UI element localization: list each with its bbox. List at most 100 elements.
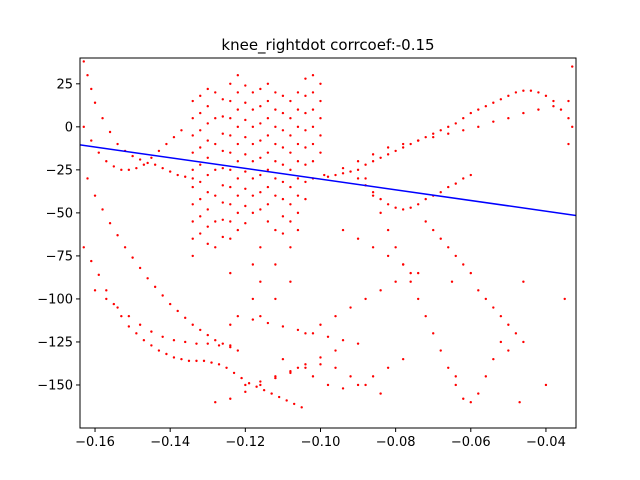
data-point — [127, 168, 131, 172]
data-point — [251, 91, 255, 94]
data-point — [401, 142, 405, 146]
data-point — [259, 104, 262, 108]
data-point — [180, 357, 183, 361]
data-point — [296, 91, 300, 94]
data-point — [244, 204, 247, 208]
scatter-points — [82, 60, 574, 409]
data-point — [349, 306, 352, 309]
data-point — [507, 323, 510, 326]
data-point — [274, 142, 277, 146]
data-point — [153, 163, 157, 166]
data-point — [229, 220, 232, 223]
data-point — [135, 332, 138, 335]
data-point — [191, 185, 194, 189]
data-point — [319, 363, 322, 366]
data-point — [281, 146, 285, 149]
data-point — [199, 197, 202, 201]
data-point — [172, 135, 176, 139]
data-point — [266, 321, 270, 325]
data-point — [300, 406, 303, 409]
data-point — [161, 294, 164, 297]
data-point — [439, 237, 442, 240]
data-point — [386, 203, 390, 206]
data-point — [202, 359, 206, 363]
data-point — [424, 220, 427, 223]
y-tick-label: −100 — [37, 292, 73, 307]
data-point — [157, 149, 161, 153]
data-point — [319, 151, 322, 154]
data-point — [266, 203, 270, 206]
data-point — [146, 277, 149, 280]
data-point — [319, 323, 322, 326]
data-point — [432, 332, 435, 335]
x-tick-label: −0.14 — [150, 435, 190, 450]
data-point — [416, 139, 420, 142]
data-point — [432, 135, 435, 139]
data-point — [191, 220, 194, 223]
data-point — [259, 156, 262, 160]
data-point — [251, 125, 255, 129]
data-point — [150, 330, 153, 333]
data-point — [251, 318, 255, 321]
data-point — [492, 357, 495, 361]
data-point — [319, 134, 322, 137]
data-point — [90, 87, 93, 91]
data-point — [507, 117, 510, 120]
data-point — [311, 91, 315, 94]
data-point — [221, 166, 224, 170]
y-tick-label: −50 — [46, 206, 73, 221]
data-point — [289, 203, 292, 206]
data-point — [386, 153, 390, 156]
data-point — [289, 220, 292, 223]
data-point — [206, 139, 209, 142]
data-point — [236, 177, 240, 180]
data-point — [165, 352, 168, 356]
data-point — [229, 397, 232, 400]
data-point — [311, 74, 315, 77]
x-tick-label: −0.04 — [526, 435, 566, 450]
data-point — [191, 254, 194, 258]
data-point — [567, 142, 570, 146]
data-point — [285, 399, 288, 402]
data-point — [184, 316, 187, 320]
data-point — [206, 122, 209, 125]
data-point — [199, 180, 202, 184]
data-point — [255, 385, 258, 388]
data-point — [296, 108, 300, 111]
data-point — [266, 134, 270, 137]
data-point — [116, 142, 119, 146]
data-point — [191, 203, 194, 206]
x-tick-label: −0.10 — [301, 435, 341, 450]
data-point — [341, 172, 345, 175]
data-point — [424, 314, 427, 318]
data-point — [447, 366, 450, 369]
data-point — [296, 366, 300, 369]
data-point — [356, 342, 360, 345]
data-point — [244, 187, 247, 190]
data-point — [334, 349, 337, 352]
data-point — [120, 314, 123, 318]
data-point — [93, 101, 97, 104]
data-point — [157, 349, 161, 352]
data-point — [477, 125, 480, 129]
data-point — [206, 156, 209, 160]
chart-title: knee_rightdot corrcoef:-0.15 — [221, 36, 434, 55]
data-point — [101, 117, 104, 120]
y-tick-label: −75 — [46, 249, 73, 264]
data-point — [146, 161, 149, 165]
data-point — [240, 376, 243, 380]
data-point — [251, 263, 255, 266]
data-point — [469, 111, 472, 115]
data-point — [259, 139, 262, 142]
data-point — [319, 99, 322, 103]
data-point — [112, 165, 116, 168]
y-tick-label: −125 — [37, 335, 73, 350]
data-point — [522, 340, 525, 344]
data-point — [191, 99, 194, 103]
data-point — [236, 108, 240, 111]
y-tick-label: 25 — [56, 77, 73, 92]
data-point — [507, 94, 510, 98]
data-point — [371, 153, 375, 156]
data-point — [296, 125, 300, 129]
data-point — [217, 344, 221, 347]
